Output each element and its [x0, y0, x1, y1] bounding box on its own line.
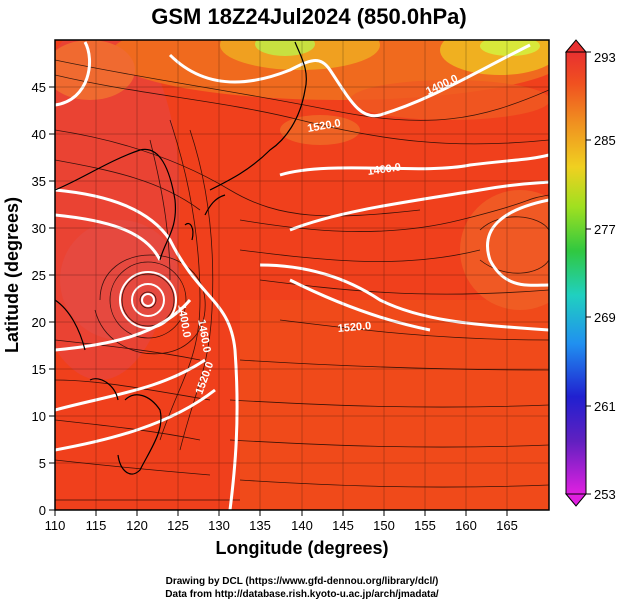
x-tick-label: 160 — [455, 518, 477, 533]
colorbar-tick-label: 285 — [594, 133, 616, 148]
y-axis-label: Latitude (degrees) — [2, 197, 22, 353]
x-axis: 110 115 120 125 130 135 140 145 150 155 … — [45, 510, 518, 533]
height-contours — [55, 41, 549, 510]
y-tick-label: 45 — [32, 80, 46, 95]
y-tick-label: 30 — [32, 221, 46, 236]
chart-title: GSM 18Z24Jul2024 (850.0hPa) — [151, 4, 467, 29]
x-tick-label: 165 — [496, 518, 518, 533]
colorbar: 253 261 269 277 285 293 — [564, 39, 616, 507]
x-tick-label: 145 — [332, 518, 354, 533]
contour-label: 1400.0 — [367, 161, 402, 178]
colorbar-tick-label: 293 — [594, 50, 616, 65]
x-tick-label: 135 — [249, 518, 271, 533]
x-tick-label: 155 — [414, 518, 436, 533]
y-axis: 0 5 10 15 20 25 30 35 40 45 — [32, 80, 55, 518]
coastlines — [55, 41, 307, 475]
contour-label: 1400.0 — [175, 303, 193, 338]
y-tick-label: 25 — [32, 268, 46, 283]
y-tick-label: 10 — [32, 409, 46, 424]
x-tick-label: 110 — [45, 518, 66, 533]
x-tick-label: 150 — [373, 518, 395, 533]
y-tick-label: 5 — [39, 456, 46, 471]
colorbar-tick-label: 253 — [594, 487, 616, 502]
colorbar-tick-label: 261 — [594, 399, 616, 414]
contour-label: 1460.0 — [195, 318, 213, 353]
x-tick-label: 125 — [167, 518, 189, 533]
x-tick-label: 115 — [86, 518, 107, 533]
y-tick-label: 40 — [32, 127, 46, 142]
x-tick-label: 130 — [208, 518, 230, 533]
x-tick-label: 140 — [291, 518, 313, 533]
credit-data: Data from http://database.rish.kyoto-u.a… — [165, 589, 439, 600]
contour-label: 1520.0 — [306, 117, 341, 135]
streamlines — [55, 59, 549, 501]
y-tick-label: 20 — [32, 315, 46, 330]
x-tick-label: 120 — [126, 518, 148, 533]
y-tick-label: 0 — [39, 503, 46, 518]
y-tick-label: 15 — [32, 362, 46, 377]
y-tick-label: 35 — [32, 174, 46, 189]
credit-drawing: Drawing by DCL (https://www.gfd-dennou.o… — [166, 576, 439, 587]
contour-labels: 1400.0 1520.0 1400.0 1520.0 1400.0 1460.… — [175, 73, 460, 396]
colorbar-tick-label: 277 — [594, 222, 616, 237]
contour-label: 1520.0 — [337, 320, 372, 335]
lat-lon-grid — [55, 40, 549, 510]
colorbar-tick-label: 269 — [594, 310, 616, 325]
x-axis-label: Longitude (degrees) — [215, 538, 388, 558]
